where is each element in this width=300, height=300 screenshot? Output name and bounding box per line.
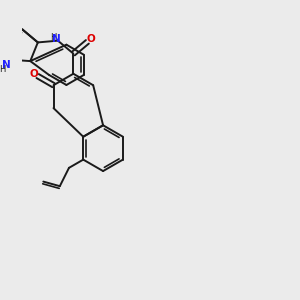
Text: O: O — [86, 34, 95, 44]
Text: N: N — [52, 34, 61, 44]
Text: N: N — [2, 60, 11, 70]
Text: H: H — [50, 33, 57, 42]
Text: H: H — [0, 65, 5, 74]
Text: O: O — [29, 69, 38, 79]
